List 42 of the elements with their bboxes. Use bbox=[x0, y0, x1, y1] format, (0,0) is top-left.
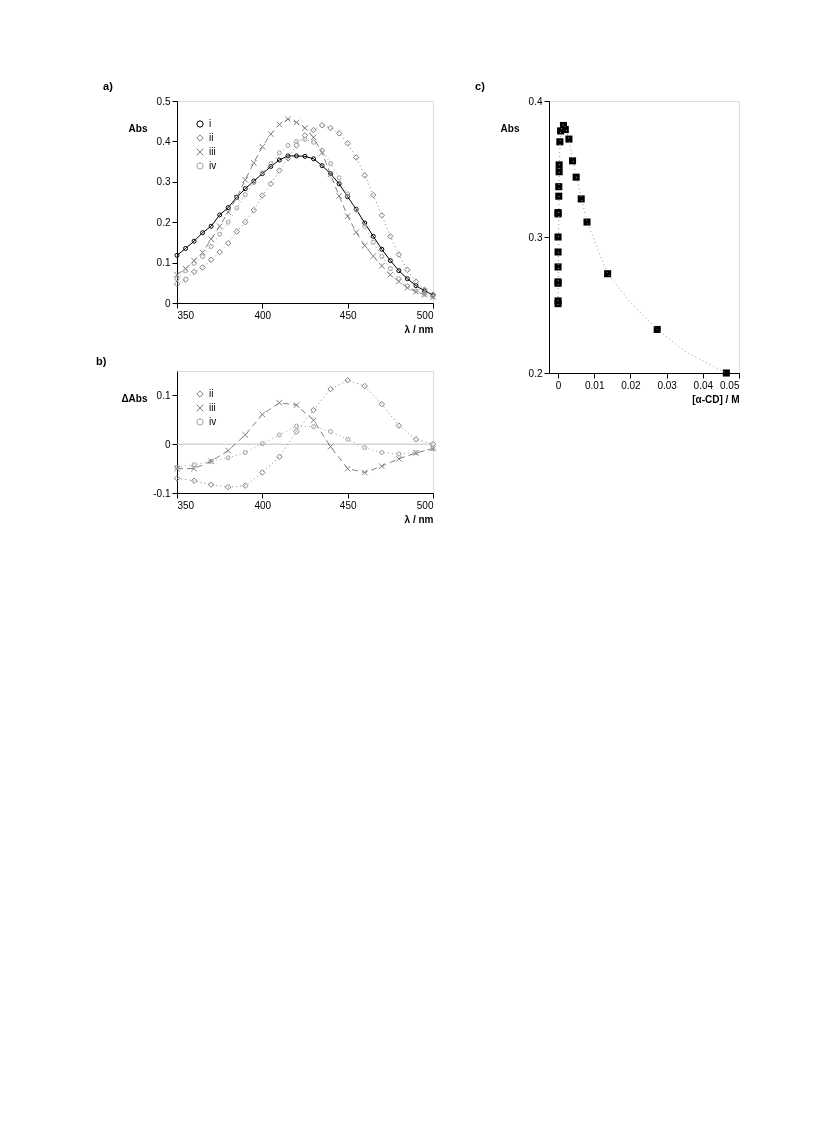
y-axis-title: Abs bbox=[128, 122, 148, 134]
y-tick-label: 0.4 bbox=[528, 95, 543, 107]
legend-label: iii bbox=[209, 146, 216, 157]
x-tick-label: 0.04 bbox=[693, 379, 714, 391]
y-tick-label: 0.3 bbox=[156, 176, 171, 188]
legend-label: ii bbox=[209, 388, 214, 399]
x-tick-label: 400 bbox=[254, 499, 272, 511]
y-axis-title: ΔAbs bbox=[121, 392, 148, 404]
x-tick-label: 450 bbox=[339, 499, 357, 511]
y-tick-label: -0.1 bbox=[153, 487, 171, 499]
x-tick-label: 0 bbox=[555, 379, 562, 391]
legend-label: ii bbox=[209, 132, 214, 143]
x-tick-label: 0.01 bbox=[585, 379, 605, 391]
x-tick-label: 0.03 bbox=[657, 379, 678, 391]
x-tick-label: 350 bbox=[177, 499, 195, 511]
y-tick-label: 0.3 bbox=[528, 231, 543, 243]
y-tick-label: 0.4 bbox=[156, 135, 171, 147]
chart-title: a) bbox=[103, 80, 114, 92]
chart-title: b) bbox=[95, 355, 107, 367]
y-tick-label: 0 bbox=[164, 297, 171, 309]
x-axis-title: λ / nm bbox=[404, 323, 434, 335]
y-tick-label: 0.2 bbox=[528, 367, 543, 379]
y-tick-label: 0.2 bbox=[156, 216, 171, 228]
x-tick-label: 0.05 bbox=[720, 379, 740, 391]
x-tick-label: 0.02 bbox=[621, 379, 642, 391]
chart-title: c) bbox=[475, 80, 486, 92]
y-tick-label: 0 bbox=[164, 438, 171, 450]
x-tick-label: 400 bbox=[254, 309, 272, 321]
legend-label: iv bbox=[209, 416, 217, 427]
y-tick-label: 0.1 bbox=[156, 389, 171, 401]
x-tick-label: 350 bbox=[177, 309, 195, 321]
legend-label: iii bbox=[209, 402, 216, 413]
x-tick-label: 450 bbox=[339, 309, 357, 321]
x-axis-title: [α-CD] / M bbox=[692, 393, 740, 405]
legend-label: iv bbox=[209, 160, 217, 171]
y-tick-label: 0.5 bbox=[156, 95, 171, 107]
y-axis-title: Abs bbox=[500, 122, 520, 134]
legend-label: i bbox=[209, 118, 212, 129]
x-tick-label: 500 bbox=[416, 309, 434, 321]
y-tick-label: 0.1 bbox=[156, 257, 171, 269]
x-tick-label: 500 bbox=[416, 499, 434, 511]
x-axis-title: λ / nm bbox=[404, 513, 434, 525]
